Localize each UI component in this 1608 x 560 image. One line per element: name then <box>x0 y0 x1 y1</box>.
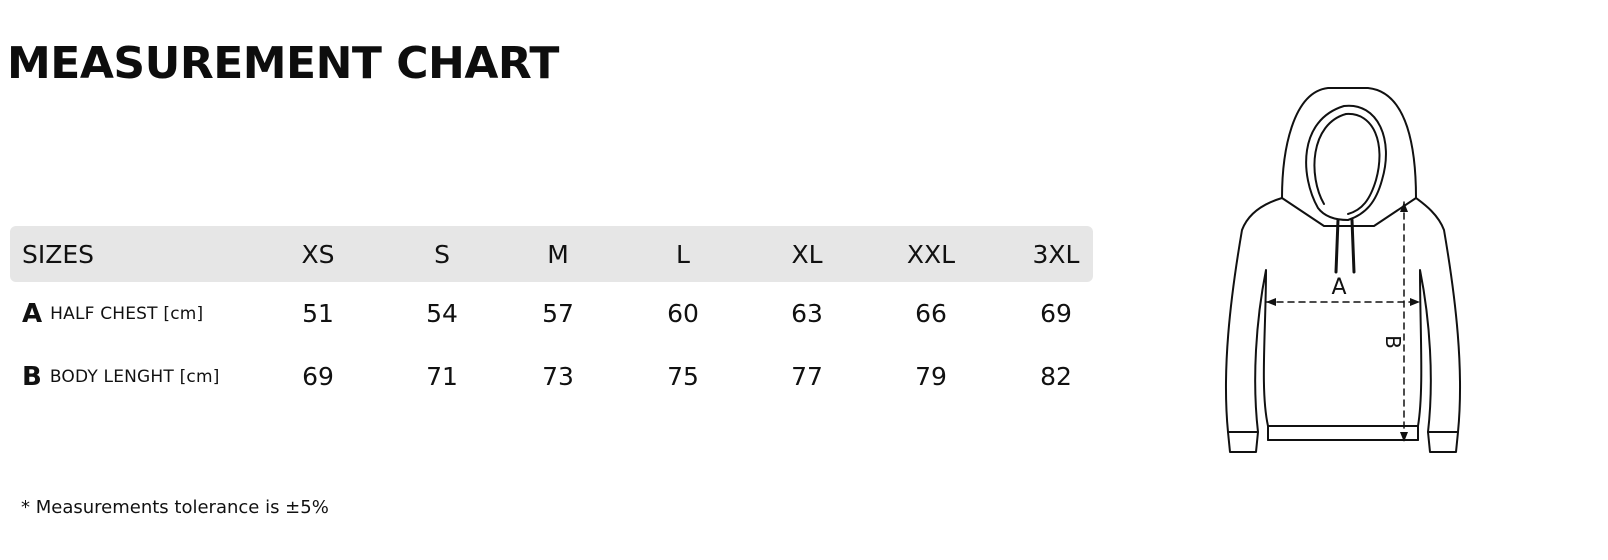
cuff-right <box>1427 431 1459 453</box>
hood-opening-shape <box>1305 104 1387 221</box>
arrow-right-icon <box>1410 298 1420 306</box>
size-table-header: SIZES XS S M L XL XXL 3XL <box>10 226 1093 282</box>
diagram-label-a: A <box>1331 275 1346 300</box>
header-size-3xl: 3XL <box>1032 239 1080 269</box>
page-title: MEASUREMENT CHART <box>7 38 559 89</box>
table-cell: 73 <box>542 362 574 391</box>
table-row-half-chest: A HALF CHEST [cm] 51 54 57 60 63 66 69 <box>10 282 1093 345</box>
row-label-cell: B BODY LENGHT [cm] <box>22 345 220 408</box>
size-table: SIZES XS S M L XL XXL 3XL A HALF CHEST [… <box>10 226 1093 408</box>
header-size-xl: XL <box>791 239 823 269</box>
table-cell: 63 <box>791 299 823 328</box>
table-cell: 77 <box>791 362 823 391</box>
hood-inner-edge <box>1313 112 1381 215</box>
row-label: BODY LENGHT [cm] <box>49 366 220 387</box>
row-letter: A <box>22 298 43 329</box>
table-cell: 71 <box>426 362 458 391</box>
table-cell: 51 <box>302 299 334 328</box>
diagram-label-b: B <box>1381 335 1405 349</box>
hoodie-body-shape <box>1224 197 1462 441</box>
table-cell: 69 <box>1040 299 1072 328</box>
table-cell: 69 <box>302 362 334 391</box>
arrow-down-icon <box>1400 432 1408 442</box>
tolerance-note: * Measurements tolerance is ±5% <box>21 497 329 518</box>
table-cell: 54 <box>426 299 458 328</box>
hood-outer-shape <box>1281 87 1417 227</box>
header-size-l: L <box>676 239 690 269</box>
table-cell: 57 <box>542 299 574 328</box>
table-row-body-length: B BODY LENGHT [cm] 69 71 73 75 77 79 82 <box>10 345 1093 408</box>
drawstring-left <box>1334 218 1340 274</box>
row-label: HALF CHEST [cm] <box>50 303 204 324</box>
cuff-left <box>1227 431 1259 453</box>
hoodie-outline-icon: A B <box>1218 80 1528 490</box>
table-cell: 66 <box>915 299 947 328</box>
row-label-cell: A HALF CHEST [cm] <box>22 282 203 345</box>
header-size-m: M <box>547 239 569 269</box>
header-size-xxl: XXL <box>906 239 956 269</box>
header-size-xs: XS <box>301 239 335 269</box>
drawstring-right <box>1350 218 1356 274</box>
table-cell: 79 <box>915 362 947 391</box>
header-sizes-label: SIZES <box>22 239 95 269</box>
arrow-up-icon <box>1400 202 1408 212</box>
table-cell: 75 <box>667 362 699 391</box>
arrow-left-icon <box>1266 298 1276 306</box>
table-cell: 60 <box>667 299 699 328</box>
table-cell: 82 <box>1040 362 1072 391</box>
header-size-s: S <box>434 239 450 269</box>
row-letter: B <box>22 361 42 392</box>
